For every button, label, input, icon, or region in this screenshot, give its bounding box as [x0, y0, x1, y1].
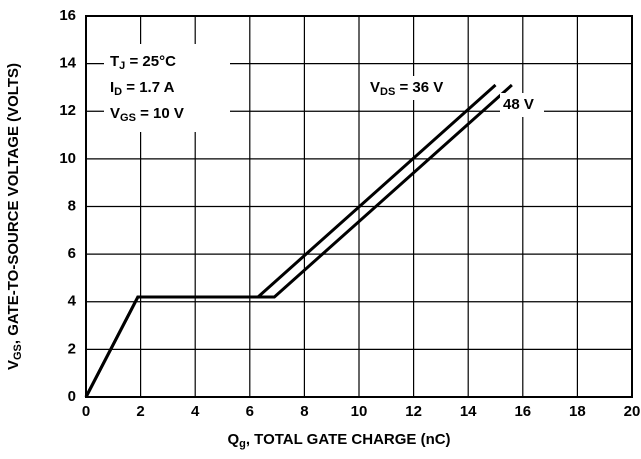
condition-rest: = 25°C	[125, 53, 176, 70]
series-line	[84, 83, 513, 398]
series-label-main: V	[370, 79, 380, 96]
condition-rest: = 1.7 A	[122, 79, 175, 96]
x-axis-label: Qg, TOTAL GATE CHARGE (nC)	[227, 431, 450, 450]
plot-frame	[85, 15, 633, 398]
y-tick-label: 12	[59, 102, 76, 119]
y-tick-label: 10	[59, 150, 76, 167]
y-tick-label: 2	[68, 340, 76, 357]
y-tick-label: 16	[59, 7, 76, 24]
x-tick-label: 6	[246, 403, 254, 420]
condition: ID = 1.7 A	[110, 79, 175, 98]
condition: TJ = 25°C	[110, 53, 176, 72]
condition-sub: J	[119, 60, 125, 72]
x-tick-label: 16	[514, 403, 531, 420]
x-axis-label-main: Q	[227, 431, 239, 448]
series-label: VDS = 36 V	[370, 79, 443, 98]
x-tick-label: 10	[351, 403, 368, 420]
y-tick-label: 8	[68, 197, 76, 214]
series-label-rest: =	[395, 79, 412, 96]
label-bg	[500, 93, 544, 117]
label-bg	[364, 76, 466, 100]
x-axis-label-sub: g	[239, 438, 246, 450]
condition-main: T	[110, 53, 119, 70]
y-tick-label: 0	[68, 388, 76, 405]
condition-main: I	[110, 79, 114, 96]
x-tick-label: 18	[569, 403, 586, 420]
y-axis-label-rest: , GATE-TO-SOURCE VOLTAGE (VOLTS)	[5, 63, 22, 344]
x-tick-label: 0	[82, 403, 90, 420]
conditions-box	[104, 44, 230, 132]
x-tick-label: 20	[624, 403, 641, 420]
series-name: 36 V	[412, 79, 443, 96]
series-label-sub: DS	[380, 86, 395, 98]
y-tick-label: 14	[59, 55, 76, 72]
x-tick-label: 8	[300, 403, 308, 420]
y-tick-label: 6	[68, 245, 76, 262]
x-tick-label: 14	[460, 403, 477, 420]
series-name: 48 V	[503, 96, 534, 113]
condition-sub: D	[114, 86, 122, 98]
x-tick-label: 12	[405, 403, 422, 420]
condition-main: V	[110, 105, 120, 122]
y-axis-label-sub: GS	[12, 344, 24, 360]
y-tick-label: 4	[68, 293, 77, 310]
condition: VGS = 10 V	[110, 105, 184, 124]
x-tick-label: 4	[191, 403, 200, 420]
x-axis-label-rest: , TOTAL GATE CHARGE (nC)	[246, 431, 451, 448]
x-tick-label: 2	[136, 403, 144, 420]
y-axis-label-main: V	[5, 360, 22, 370]
y-axis-label: VGS, GATE-TO-SOURCE VOLTAGE (VOLTS)	[5, 63, 24, 370]
condition-rest: = 10 V	[136, 105, 184, 122]
condition-sub: GS	[120, 112, 136, 124]
